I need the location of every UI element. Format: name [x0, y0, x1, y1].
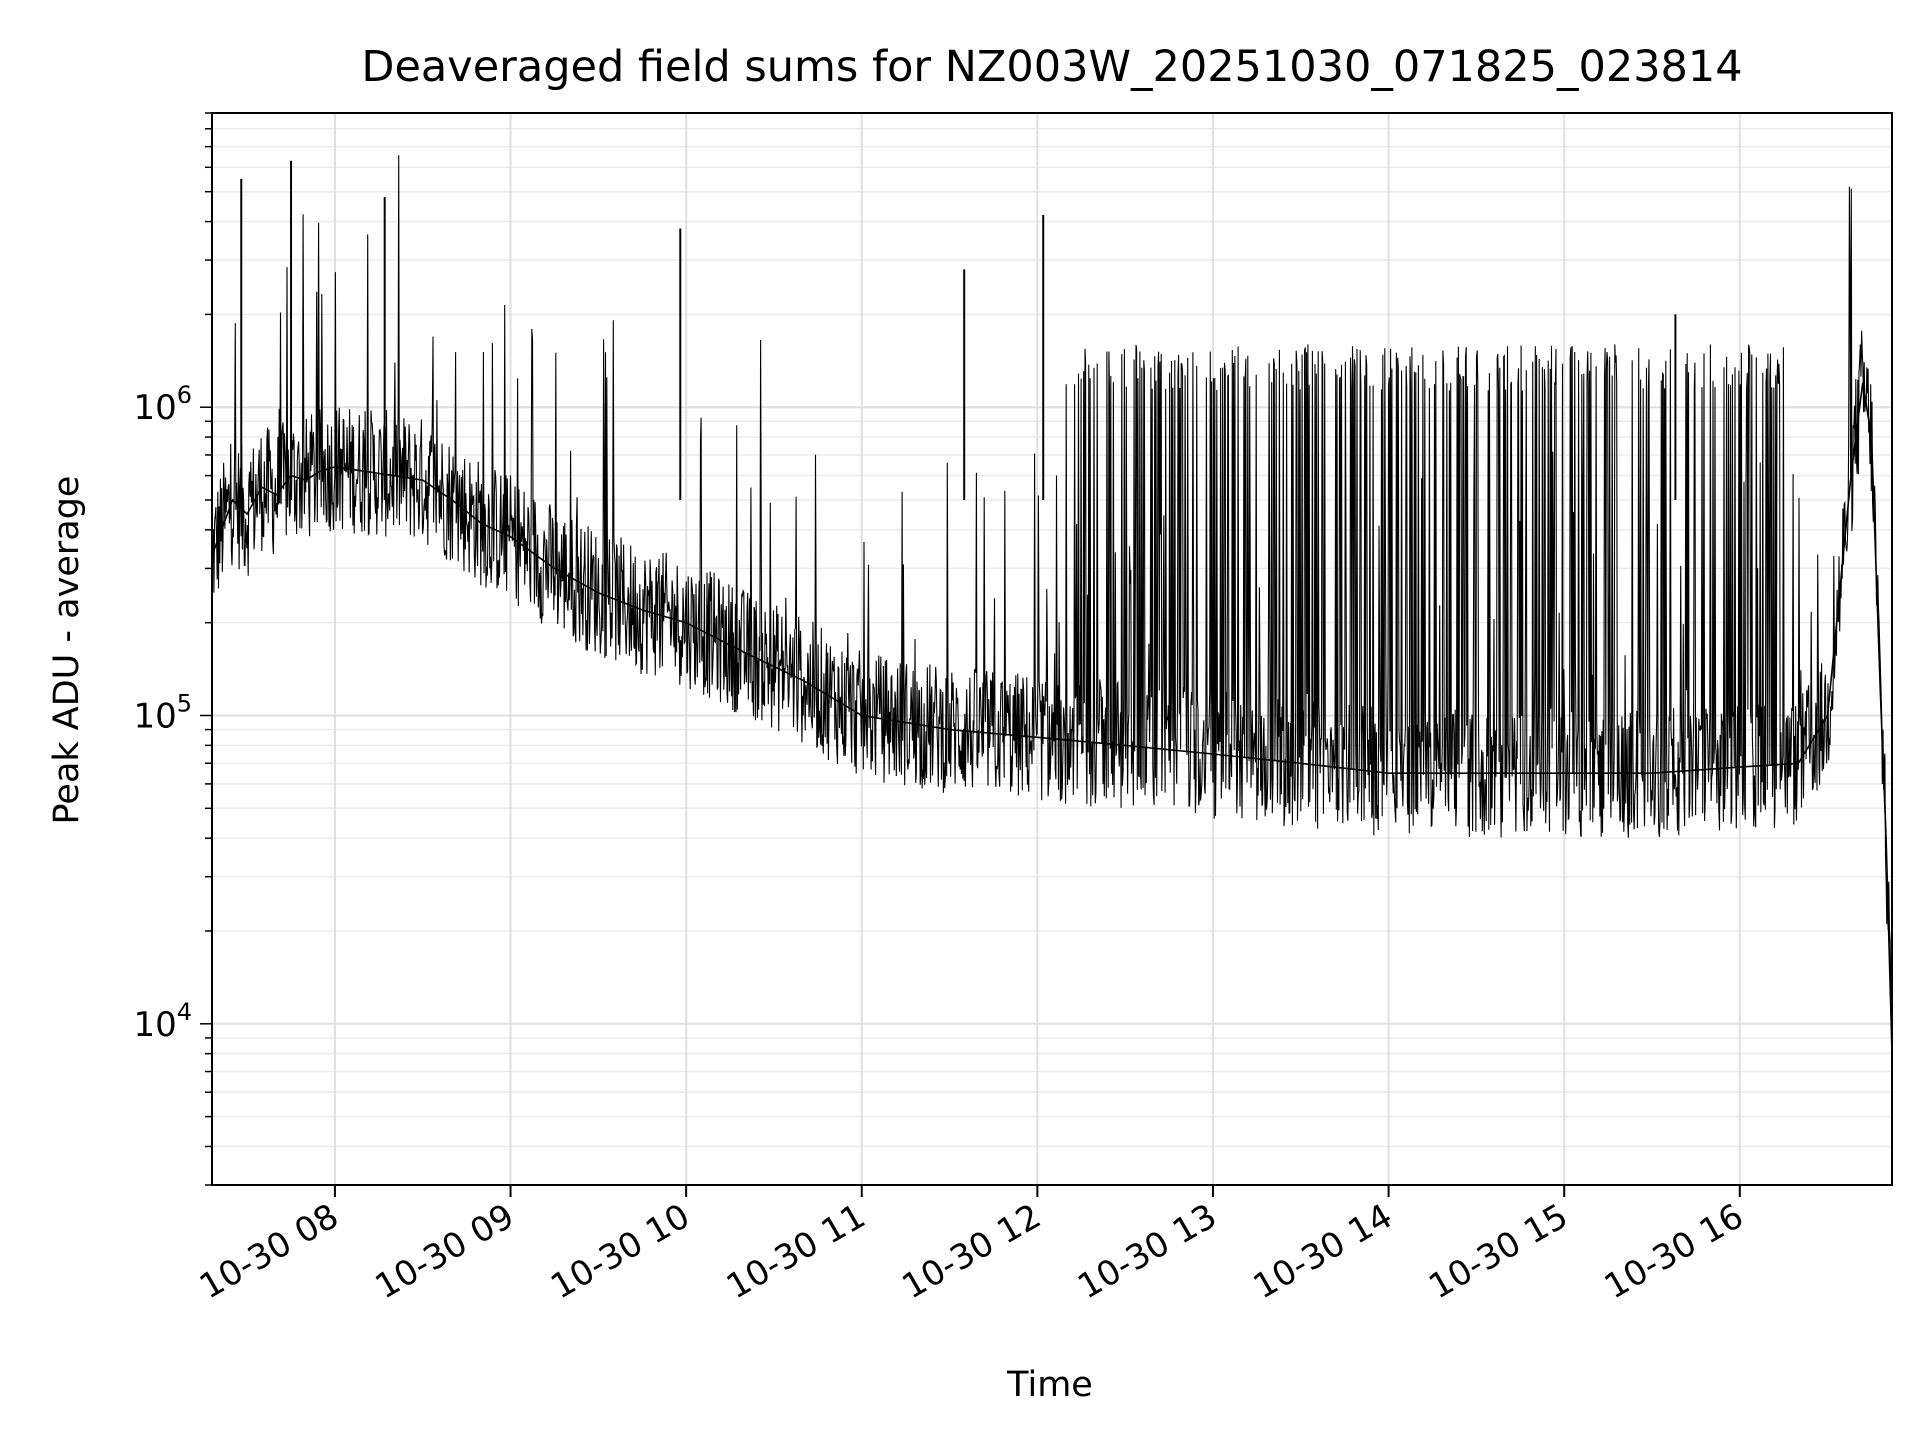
- y-axis-label: Peak ADU - average: [47, 476, 87, 825]
- series-trace: [211, 155, 1893, 1044]
- x-tick-label: 10-30 12: [895, 1196, 1047, 1307]
- chart-title: Deaveraged field sums for NZ003W_2025103…: [361, 42, 1743, 92]
- x-tick-label: 10-30 11: [720, 1196, 872, 1307]
- x-tick-label: 10-30 14: [1247, 1196, 1399, 1307]
- x-tick-label: 10-30 10: [544, 1196, 696, 1307]
- y-tick-label: 106: [133, 381, 192, 428]
- x-tick-label: 10-30 15: [1422, 1196, 1574, 1307]
- x-tick-label: 10-30 09: [369, 1196, 521, 1307]
- y-tick-label: 104: [133, 998, 192, 1045]
- x-tick-label: 10-30 13: [1071, 1196, 1223, 1307]
- x-tick-label: 10-30 16: [1598, 1196, 1750, 1307]
- plot-frame: [211, 112, 1893, 1186]
- x-axis-label: Time: [1006, 1365, 1093, 1405]
- data-layer: [211, 155, 1893, 1054]
- y-tick-label: 105: [133, 689, 192, 736]
- x-tick-label: 10-30 08: [193, 1196, 345, 1307]
